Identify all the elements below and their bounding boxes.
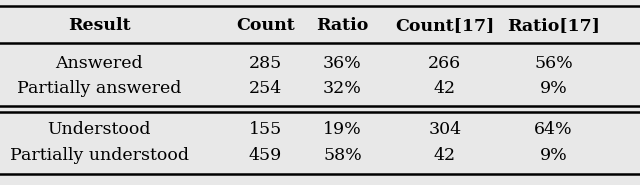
Text: 285: 285 [249, 55, 282, 72]
Text: 9%: 9% [540, 80, 568, 97]
Text: Partially understood: Partially understood [10, 147, 189, 164]
Text: Answered: Answered [56, 55, 143, 72]
Text: 304: 304 [428, 121, 461, 138]
Text: Count: Count [236, 17, 295, 34]
Text: 64%: 64% [534, 121, 573, 138]
Text: 155: 155 [249, 121, 282, 138]
Text: Partially answered: Partially answered [17, 80, 181, 97]
Text: 459: 459 [249, 147, 282, 164]
Text: 56%: 56% [534, 55, 573, 72]
Text: Ratio[17]: Ratio[17] [507, 17, 600, 34]
Text: 19%: 19% [323, 121, 362, 138]
Text: Ratio: Ratio [316, 17, 369, 34]
Text: 36%: 36% [323, 55, 362, 72]
Text: 266: 266 [428, 55, 461, 72]
Text: 9%: 9% [540, 147, 568, 164]
Text: 58%: 58% [323, 147, 362, 164]
Text: 42: 42 [434, 80, 456, 97]
Text: Result: Result [68, 17, 131, 34]
Text: 32%: 32% [323, 80, 362, 97]
Text: Understood: Understood [47, 121, 151, 138]
Text: 254: 254 [249, 80, 282, 97]
Text: 42: 42 [434, 147, 456, 164]
Text: Count[17]: Count[17] [395, 17, 495, 34]
